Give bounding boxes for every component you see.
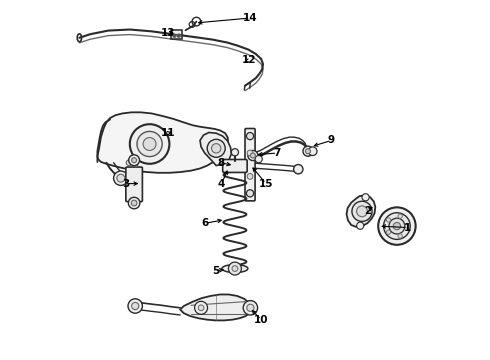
Circle shape: [232, 266, 238, 271]
Text: 9: 9: [328, 135, 335, 145]
Circle shape: [132, 158, 137, 163]
Circle shape: [352, 201, 372, 221]
Text: 8: 8: [217, 158, 224, 168]
Circle shape: [132, 302, 139, 310]
Text: 7: 7: [274, 148, 281, 158]
Circle shape: [132, 161, 138, 167]
Ellipse shape: [222, 265, 248, 273]
Text: 14: 14: [243, 13, 258, 23]
Text: 13: 13: [160, 28, 175, 38]
Circle shape: [231, 149, 239, 156]
Circle shape: [229, 161, 238, 170]
Circle shape: [117, 174, 125, 182]
Circle shape: [389, 218, 405, 234]
Circle shape: [195, 301, 208, 314]
Circle shape: [378, 207, 416, 245]
Circle shape: [173, 34, 176, 37]
FancyBboxPatch shape: [126, 167, 143, 202]
Circle shape: [393, 222, 400, 230]
Text: 11: 11: [160, 128, 175, 138]
Circle shape: [384, 213, 410, 239]
Circle shape: [212, 144, 221, 153]
Circle shape: [128, 299, 143, 313]
Circle shape: [126, 160, 132, 166]
Circle shape: [207, 139, 225, 157]
Circle shape: [246, 132, 254, 140]
Polygon shape: [346, 195, 375, 227]
Circle shape: [398, 214, 402, 218]
Circle shape: [243, 301, 258, 315]
Polygon shape: [200, 132, 231, 166]
FancyBboxPatch shape: [245, 129, 255, 201]
Circle shape: [303, 146, 313, 156]
Circle shape: [198, 305, 204, 311]
Circle shape: [398, 234, 402, 238]
Circle shape: [246, 190, 254, 197]
Circle shape: [137, 131, 162, 157]
Circle shape: [405, 224, 410, 228]
Circle shape: [129, 155, 140, 166]
Circle shape: [228, 262, 242, 275]
Circle shape: [386, 230, 391, 234]
Circle shape: [248, 150, 258, 161]
Text: 10: 10: [254, 315, 269, 325]
Circle shape: [308, 147, 317, 156]
Polygon shape: [180, 294, 251, 320]
Text: 5: 5: [212, 266, 219, 276]
Text: 3: 3: [122, 179, 130, 189]
Circle shape: [386, 218, 391, 222]
Circle shape: [143, 138, 156, 150]
Circle shape: [177, 34, 180, 37]
Circle shape: [247, 150, 253, 156]
Text: 15: 15: [259, 179, 273, 189]
Text: 1: 1: [404, 222, 411, 233]
Circle shape: [128, 197, 140, 209]
Circle shape: [357, 222, 364, 229]
Circle shape: [114, 171, 128, 185]
Circle shape: [250, 153, 255, 158]
Text: 6: 6: [202, 218, 209, 228]
Text: 4: 4: [218, 179, 225, 189]
FancyBboxPatch shape: [222, 159, 247, 172]
Polygon shape: [98, 112, 228, 173]
Circle shape: [255, 156, 262, 163]
Circle shape: [130, 124, 170, 164]
Circle shape: [247, 174, 253, 179]
Circle shape: [357, 206, 368, 217]
Text: 2: 2: [364, 206, 371, 216]
Circle shape: [247, 304, 254, 311]
Circle shape: [362, 194, 369, 201]
Circle shape: [131, 200, 137, 206]
Circle shape: [305, 149, 311, 154]
FancyBboxPatch shape: [171, 30, 182, 39]
Circle shape: [294, 165, 303, 174]
Text: 12: 12: [242, 55, 256, 66]
